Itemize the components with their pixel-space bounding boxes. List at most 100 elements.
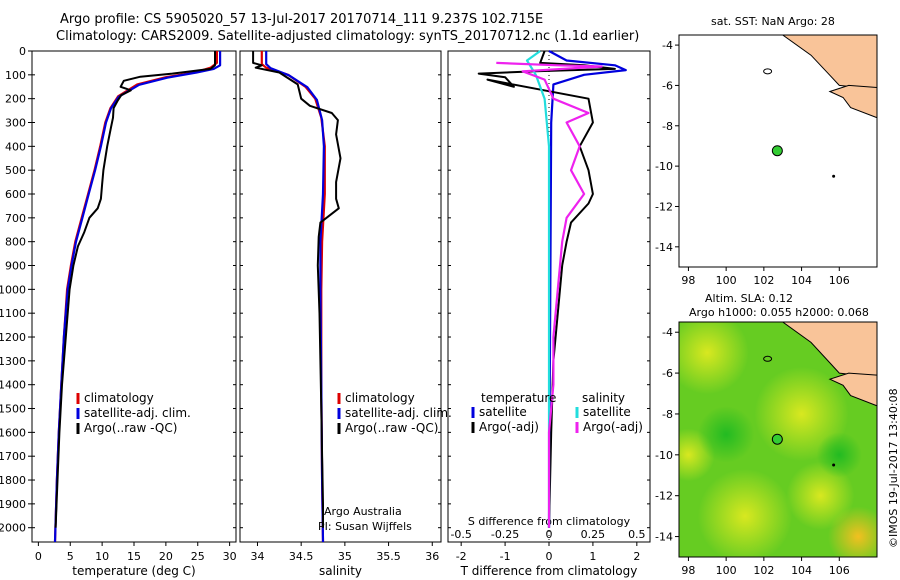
x-tick-label: 30 [223, 550, 237, 563]
land-sumatra [745, 35, 877, 91]
series-line-climatology [260, 51, 326, 543]
x-tick-label: 36 [425, 550, 439, 563]
legend-entry: satellite-adj. clim. [345, 406, 452, 420]
maps: 98 100 102 104 106 -4 -6 -8 -10 -12 -14 98 100 102 104… [655, 34, 878, 577]
legend-header-salinity: salinity [582, 391, 625, 405]
series-line-climatology [53, 51, 218, 543]
x-top-tick-label: 0 [546, 528, 553, 541]
series-line-temperature-argo-adj- [477, 50, 616, 528]
panels: 0100200300400500600700800900100011001200… [0, 45, 651, 578]
map-y-tick-label: -6 [662, 79, 673, 92]
annotation-pi: PI: Susan Wijffels [318, 520, 412, 533]
depth-tick-label: 1800 [0, 474, 26, 487]
sla-map-frame [678, 321, 878, 558]
x-tick-label: 0 [35, 550, 42, 563]
sst-map-frame [678, 34, 878, 268]
map-x-tick-label: 100 [716, 564, 737, 577]
depth-tick-label: 1900 [0, 498, 26, 511]
x-tick-label: 5 [67, 550, 74, 563]
sla-anomaly-blob [679, 322, 749, 395]
sst-map-title: sat. SST: NaN Argo: 28 [711, 15, 835, 28]
float-position-marker [771, 145, 783, 157]
annotation-argo-australia: Argo Australia [324, 505, 402, 518]
depth-tick-label: 300 [5, 117, 26, 130]
depth-tick-label: 400 [5, 140, 26, 153]
depth-tick-label: 900 [5, 260, 26, 273]
series-line-satellite-adj-clim- [265, 51, 325, 543]
depth-tick-label: 800 [5, 236, 26, 249]
map-y-tick-label: -8 [662, 120, 673, 133]
sla-anomaly-blob [697, 406, 755, 463]
legend-entry: Argo(..raw -QC) [84, 421, 177, 435]
salinity-xlabel: salinity [319, 564, 362, 578]
island-enggano [763, 355, 773, 362]
map-x-tick-label: 104 [791, 564, 812, 577]
map-x-tick-label: 106 [829, 274, 850, 287]
sst-map: 98 100 102 104 106 -4 -6 -8 -10 -12 -14 [655, 34, 878, 287]
sla-map-title: Altim. SLA: 0.12 [705, 292, 794, 305]
sst-map-content [745, 35, 877, 178]
island-christmas [832, 174, 836, 178]
x-tick-label: 34 [250, 550, 264, 563]
x-tick-label: 20 [159, 550, 173, 563]
x-tick-label: 0 [546, 550, 553, 563]
x-tick-label: 10 [95, 550, 109, 563]
land-sumatra [745, 322, 877, 378]
map-y-tick-label: -4 [662, 326, 673, 339]
map-y-tick-label: -4 [662, 39, 673, 52]
legend-entry: Argo(-adj) [479, 420, 539, 434]
temperature-panel: 0 5 10 15 20 25 30 temperature (deg C) [31, 50, 237, 578]
map-x-tick-label: 100 [716, 274, 737, 287]
figure-title-line2: Climatology: CARS2009. Satellite-adjuste… [56, 29, 640, 44]
x-top-tick-label: -0.5 [450, 528, 471, 541]
depth-tick-label: 1300 [0, 355, 26, 368]
series-line-argo-raw-qc- [252, 51, 342, 528]
sla-anomaly-blob [697, 469, 793, 557]
salinity-frame [239, 50, 442, 543]
map-x-tick-label: 106 [829, 564, 850, 577]
temperature-xlabel: temperature (deg C) [72, 564, 195, 578]
x-tick-label: -1 [500, 550, 511, 563]
sla-map-content [679, 322, 877, 557]
salinity-panel: 34 34.5 35 35.5 36 salinity [239, 50, 442, 578]
sla-map: 98 100 102 104 106 -4 -6 -8 -10 -12 -14 [655, 321, 878, 577]
map-y-tick-label: -14 [655, 531, 673, 544]
float-position-marker [771, 433, 783, 445]
legend-entry: satellite [583, 405, 631, 419]
depth-tick-label: 1000 [0, 283, 26, 296]
series-line-argo-raw-qc- [54, 51, 216, 528]
map-y-tick-label: -12 [655, 490, 673, 503]
map-y-tick-label: -10 [655, 449, 673, 462]
land-java [828, 84, 877, 119]
map-y-tick-label: -14 [655, 241, 673, 254]
depth-tick-label: 1600 [0, 426, 26, 439]
legend-entry: Argo(..raw -QC) [345, 421, 438, 435]
depth-tick-label: 1200 [0, 331, 26, 344]
map-x-tick-label: 104 [791, 274, 812, 287]
depth-tick-label: 500 [5, 164, 26, 177]
x-top-tick-label: 0.5 [628, 528, 646, 541]
depth-tick-label: 100 [5, 69, 26, 82]
series-line-salinity-satellite [525, 50, 551, 528]
x-top-tick-label: 0.25 [581, 528, 606, 541]
x-tick-label: 2 [633, 550, 640, 563]
map-x-tick-label: 102 [753, 564, 774, 577]
depth-tick-label: 1100 [0, 307, 26, 320]
difference-panel: -2 -1 0 1 2-0.5 -0.25 0 0.25 0.5S difference fro… [447, 50, 651, 578]
depth-tick-label: 2000 [0, 522, 26, 535]
credit-label: ©IMOS 19-Jul-2017 13:40:08 [887, 388, 900, 548]
island-christmas [832, 463, 836, 467]
map-y-tick-label: -6 [662, 367, 673, 380]
x-tick-label: 35.5 [376, 550, 401, 563]
x-tick-label: 35 [338, 550, 352, 563]
series-line-temperature-satellite [547, 50, 627, 528]
map-y-tick-label: -12 [655, 200, 673, 213]
legend-entry: climatology [84, 391, 154, 405]
sla-anomaly-blob [786, 461, 855, 530]
sla-map-subtitle: Argo h1000: 0.055 h2000: 0.068 [689, 306, 869, 319]
depth-tick-label: 200 [5, 93, 26, 106]
temperature-frame [31, 50, 237, 543]
x-tick-label: 1 [589, 550, 596, 563]
map-y-tick-label: -10 [655, 160, 673, 173]
